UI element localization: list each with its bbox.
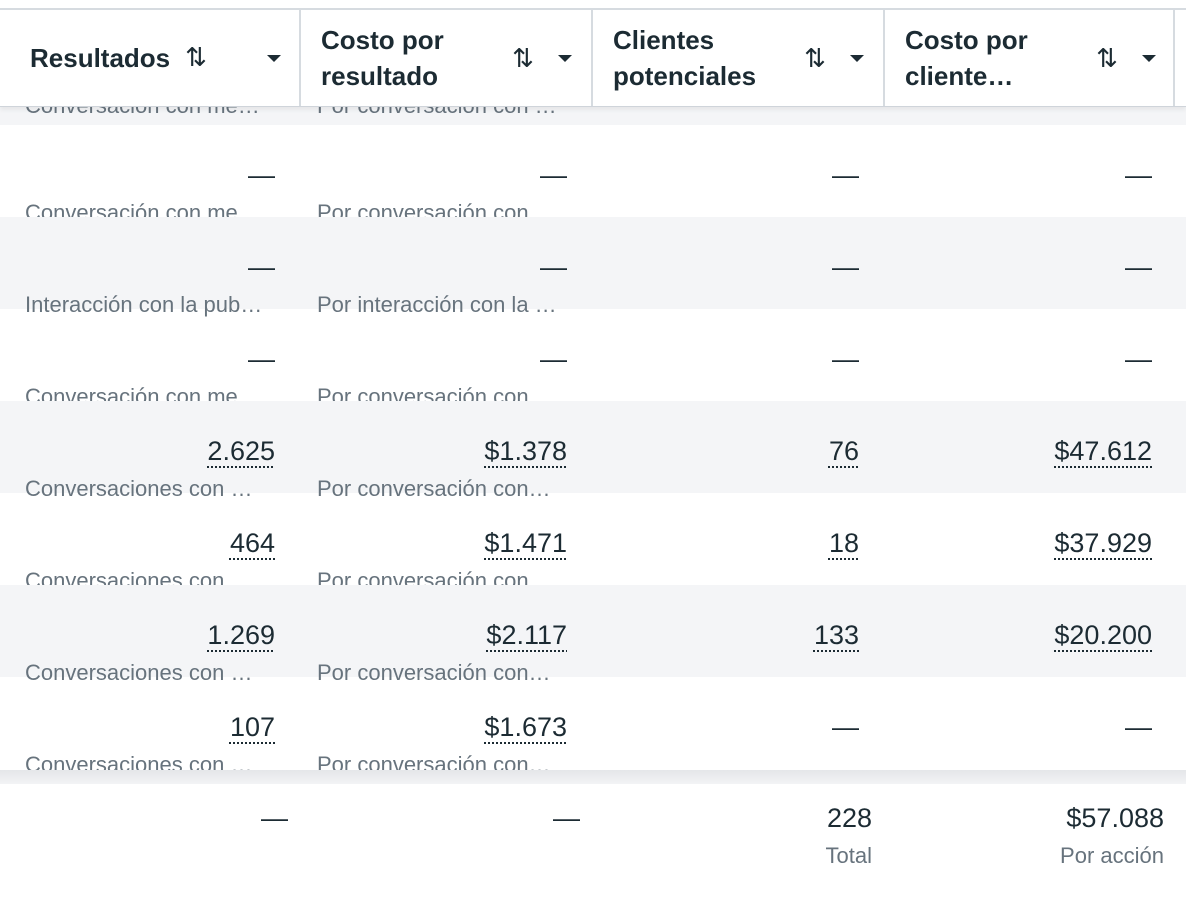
cell-clientes-potenciales: — <box>591 125 883 217</box>
metric-value-link[interactable]: $2.117 <box>486 620 567 650</box>
chevron-down-icon[interactable] <box>553 48 577 68</box>
cell-resultados: — Conversación con me… <box>0 309 299 409</box>
metric-value-link[interactable]: $1.378 <box>484 436 567 466</box>
chevron-down-icon[interactable] <box>845 48 869 68</box>
cell-costo-por-cliente: — <box>883 125 1175 217</box>
chevron-down-icon[interactable] <box>262 48 286 68</box>
table-body: Conversación con me… Por conversación co… <box>0 104 1186 777</box>
cell-resultados: — Conversación con me… <box>0 125 299 225</box>
metric-value-link[interactable]: 133 <box>813 620 859 650</box>
sort-icon[interactable]: ⇅ <box>185 42 207 72</box>
total-resultados: — <box>0 784 299 902</box>
cell-clientes-potenciales: 133 <box>591 585 883 677</box>
column-header-costo-por-resultado[interactable]: Costo por resultado ⇅ <box>299 10 591 106</box>
table-footer-totals: — — 228 Total $57.088 Por acción <box>0 784 1186 902</box>
cell-costo-por-resultado: Por conversación con … <box>299 104 591 125</box>
cell-clientes-potenciales: — <box>591 677 883 769</box>
metric-value: — <box>832 344 859 374</box>
table-row[interactable]: 464 Conversaciones con … $1.471 Por convers… <box>0 493 1186 593</box>
metric-value: — <box>248 160 275 190</box>
sort-icon[interactable]: ⇅ <box>1096 43 1118 73</box>
metric-value-link[interactable]: 76 <box>828 436 859 466</box>
table-row[interactable]: — Conversación con me… — Por conversación c… <box>0 125 1186 225</box>
table-header: Resultados ⇅ Costo por resultado ⇅ Clien… <box>0 8 1186 107</box>
column-title: Resultados <box>30 43 171 73</box>
cell-costo-por-resultado: — Por interacción con la … <box>299 217 591 317</box>
cell-resultados: 1.269 Conversaciones con … <box>0 585 299 685</box>
metric-value: — <box>248 344 275 374</box>
metric-value: — <box>1125 712 1152 742</box>
table-row[interactable]: — Conversación con me… — Por conversación c… <box>0 309 1186 409</box>
metric-value: — <box>540 252 567 282</box>
cell-costo-por-resultado: $1.673 Por conversación con… <box>299 677 591 777</box>
total-label: Total <box>825 843 872 868</box>
table-row[interactable]: 1.269 Conversaciones con … $2.117 Por conve… <box>0 585 1186 685</box>
cell-clientes-potenciales: — <box>591 217 883 309</box>
total-label: Por acción <box>1060 843 1164 868</box>
metric-value: — <box>540 160 567 190</box>
total-value: — <box>553 803 580 833</box>
metric-value: — <box>832 712 859 742</box>
cell-costo-por-cliente: — <box>883 309 1175 401</box>
cell-costo-por-resultado: $2.117 Por conversación con… <box>299 585 591 685</box>
metric-value: — <box>540 344 567 374</box>
metric-value-link[interactable]: 18 <box>828 528 859 558</box>
cell-costo-por-resultado: $1.471 Por conversación con… <box>299 493 591 593</box>
metric-value-link[interactable]: 1.269 <box>207 620 275 650</box>
cell-costo-por-cliente: $37.929 <box>883 493 1175 585</box>
cell-resultados: Conversación con me… <box>0 104 299 125</box>
metric-value-link[interactable]: $20.200 <box>1054 620 1152 650</box>
cell-resultados: 2.625 Conversaciones con … <box>0 401 299 501</box>
metric-value-link[interactable]: 107 <box>229 712 275 742</box>
cell-clientes-potenciales: 76 <box>591 401 883 493</box>
metric-value-link[interactable]: $1.471 <box>484 528 567 558</box>
cell-costo-por-cliente: $20.200 <box>883 585 1175 677</box>
column-title: Costo por resultado <box>321 25 444 91</box>
total-value: — <box>261 803 288 833</box>
metric-value: — <box>1125 252 1152 282</box>
table-row[interactable]: 107 Conversaciones con … $1.673 Por convers… <box>0 677 1186 777</box>
sort-icon[interactable]: ⇅ <box>804 43 826 73</box>
column-header-clientes-potenciales[interactable]: Clientes potenciales ⇅ <box>591 10 883 106</box>
cell-resultados: 464 Conversaciones con … <box>0 493 299 593</box>
footer-divider <box>0 770 1186 784</box>
total-costo-por-resultado: — <box>299 784 591 902</box>
metric-value-link[interactable]: $47.612 <box>1054 436 1152 466</box>
metric-value-link[interactable]: 2.625 <box>207 436 275 466</box>
cell-costo-por-cliente: — <box>883 677 1175 769</box>
cell-costo-por-resultado: — Por conversación con … <box>299 309 591 409</box>
cell-costo-por-resultado: $1.378 Por conversación con… <box>299 401 591 501</box>
table-row[interactable]: — Interacción con la pub… — Por interacción… <box>0 217 1186 317</box>
metric-value: — <box>248 252 275 282</box>
chevron-down-icon[interactable] <box>1137 48 1161 68</box>
cell-costo-por-resultado: — Por conversación con … <box>299 125 591 225</box>
cell-costo-por-cliente: $47.612 <box>883 401 1175 493</box>
metric-value: — <box>832 252 859 282</box>
metric-value-link[interactable]: $37.929 <box>1054 528 1152 558</box>
cell-resultados: 107 Conversaciones con … <box>0 677 299 777</box>
cell-clientes-potenciales: 18 <box>591 493 883 585</box>
total-clientes-potenciales: 228 Total <box>591 784 883 902</box>
metric-value: — <box>1125 160 1152 190</box>
column-header-costo-por-cliente[interactable]: Costo por cliente… ⇅ <box>883 10 1175 106</box>
cell-clientes-potenciales: — <box>591 309 883 401</box>
total-value: 228 <box>826 803 872 833</box>
metric-value: — <box>1125 344 1152 374</box>
cell-resultados: — Interacción con la pub… <box>0 217 299 317</box>
table-row-partial[interactable]: Conversación con me… Por conversación co… <box>0 104 1186 125</box>
table-row[interactable]: 2.625 Conversaciones con … $1.378 Por conve… <box>0 401 1186 501</box>
total-costo-por-cliente: $57.088 Por acción <box>883 784 1186 902</box>
column-header-resultados[interactable]: Resultados ⇅ <box>0 10 299 106</box>
cell-costo-por-cliente: — <box>883 217 1175 309</box>
metric-value-link[interactable]: 464 <box>229 528 275 558</box>
column-title: Clientes potenciales <box>613 25 757 91</box>
metric-value: — <box>832 160 859 190</box>
total-value: $57.088 <box>1066 803 1164 833</box>
metric-value-link[interactable]: $1.673 <box>484 712 567 742</box>
sort-icon[interactable]: ⇅ <box>512 43 534 73</box>
column-title: Costo por cliente… <box>905 25 1028 91</box>
